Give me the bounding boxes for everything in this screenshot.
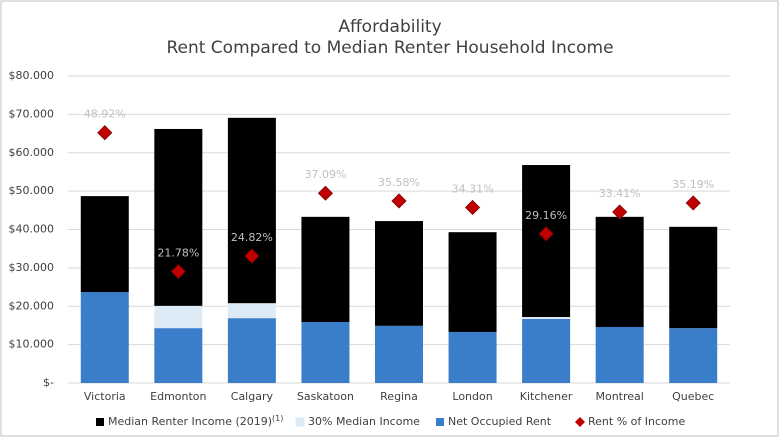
data-label: 21.78% (157, 247, 199, 260)
bar-segment (80, 292, 129, 383)
y-tick-label: $60.000 (9, 146, 55, 159)
data-label: 35.19% (672, 178, 714, 191)
y-tick-label: $20.000 (9, 299, 55, 312)
y-tick-label: $30.000 (9, 261, 55, 274)
x-tick-label: Victoria (84, 390, 126, 403)
x-tick-label: Kitchener (520, 390, 573, 403)
data-label: 35.58% (378, 176, 420, 189)
data-label: 37.09% (304, 168, 346, 181)
chart-title: Affordability (338, 17, 441, 37)
bar-segment (227, 117, 276, 304)
bar-segment (301, 321, 350, 383)
legend-text: Median Renter Income (2019) (108, 415, 272, 428)
bar-segment (375, 221, 423, 326)
legend-marker (436, 418, 444, 426)
x-tick-label: London (452, 390, 492, 403)
x-tick-label: Edmonton (150, 390, 206, 403)
bar-segment (154, 128, 203, 306)
bar-segment (669, 226, 718, 329)
diamond-marker (391, 193, 407, 209)
y-tick-label: $80.000 (9, 69, 55, 82)
y-tick-label: $- (43, 376, 54, 389)
bar-segment (595, 326, 644, 383)
chart-subtitle: Rent Compared to Median Renter Household… (166, 38, 613, 58)
bar-segment (227, 303, 276, 319)
diamond-marker (317, 185, 334, 201)
x-tick-label: Quebec (672, 390, 714, 403)
legend-label: Median Renter Income (2019)(1) (108, 414, 283, 429)
legend-text: 30% Median Income (308, 415, 420, 428)
bar-segment (227, 318, 276, 383)
legend-marker (96, 418, 104, 426)
y-tick-label: $40.000 (9, 223, 55, 236)
bar-segment (522, 318, 571, 383)
legend-marker (575, 417, 585, 427)
diamond-marker (170, 263, 186, 280)
diamond-marker (464, 199, 481, 216)
bar-segment (522, 316, 571, 319)
legend-label: Rent % of Income (588, 415, 685, 428)
legend-text: Net Occupied Rent (448, 415, 552, 428)
data-label: 34.31% (452, 182, 494, 195)
y-tick-label: $70.000 (9, 107, 55, 120)
legend-label: Net Occupied Rent (448, 415, 552, 428)
legend-note: (1) (272, 414, 283, 423)
diamond-marker (97, 125, 113, 141)
x-tick-label: Calgary (231, 390, 274, 403)
data-label: 33.41% (599, 187, 641, 200)
bar-segment (80, 196, 129, 293)
diamond-marker (538, 226, 554, 242)
diamond-marker (685, 195, 701, 211)
legend-text: Rent % of Income (588, 415, 685, 428)
x-tick-label: Regina (380, 390, 418, 403)
bar-segment (669, 328, 718, 383)
data-label: 48.92% (84, 108, 126, 121)
data-label: 24.82% (231, 231, 273, 244)
bar-segment (595, 216, 644, 327)
y-tick-label: $50.000 (9, 184, 55, 197)
bar-segment (375, 325, 423, 383)
bar-segment (448, 331, 497, 383)
bar-segment (301, 216, 350, 322)
diamond-marker (244, 248, 260, 264)
bar-segment (448, 232, 497, 332)
data-label: 29.16% (525, 209, 567, 222)
y-tick-label: $10.000 (9, 338, 55, 351)
diamond-marker (612, 204, 628, 220)
x-tick-label: Saskatoon (297, 390, 354, 403)
legend-label: 30% Median Income (308, 415, 420, 428)
x-tick-label: Montreal (595, 390, 643, 403)
bar-segment (154, 328, 203, 383)
legend-marker (295, 417, 305, 427)
bar-segment (154, 305, 203, 329)
